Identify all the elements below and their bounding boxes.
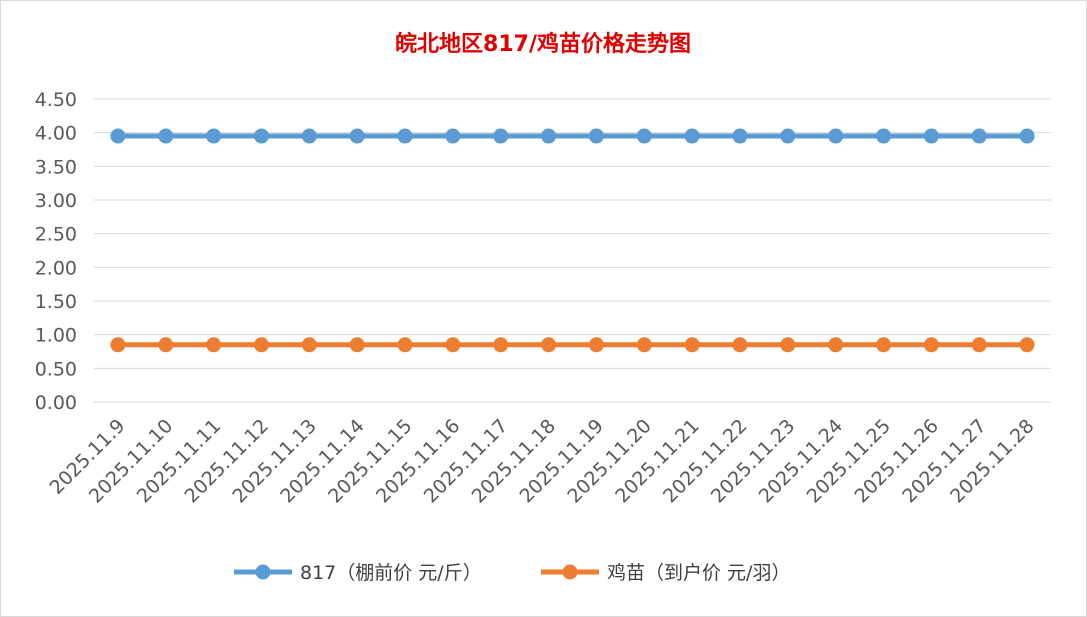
legend[interactable]: 817（棚前价 元/斤） 鸡苗（到户价 元/羽） bbox=[234, 562, 790, 584]
chart-title: 皖北地区817/鸡苗价格走势图 bbox=[395, 31, 691, 57]
legend-item-0[interactable]: 817（棚前价 元/斤） bbox=[234, 562, 482, 584]
y-tick-label: 0.50 bbox=[35, 358, 77, 380]
y-tick-label: 2.00 bbox=[35, 257, 77, 279]
gridlines bbox=[94, 98, 1051, 403]
data-point[interactable] bbox=[636, 128, 652, 144]
data-point[interactable] bbox=[971, 128, 987, 144]
y-tick-label: 1.00 bbox=[35, 325, 77, 347]
data-point[interactable] bbox=[301, 128, 317, 144]
y-tick-label: 3.50 bbox=[35, 156, 77, 178]
legend-item-1[interactable]: 鸡苗（到户价 元/羽） bbox=[541, 562, 790, 584]
data-point[interactable] bbox=[158, 128, 174, 144]
y-tick-label: 0.00 bbox=[35, 392, 77, 414]
data-point[interactable] bbox=[493, 337, 509, 353]
legend-label: 鸡苗（到户价 元/羽） bbox=[607, 562, 790, 584]
data-point[interactable] bbox=[828, 337, 844, 353]
data-point[interactable] bbox=[684, 128, 700, 144]
data-point[interactable] bbox=[923, 337, 939, 353]
data-point[interactable] bbox=[397, 337, 413, 353]
y-tick-label: 2.50 bbox=[35, 224, 77, 246]
y-tick-label: 4.50 bbox=[35, 89, 77, 111]
data-point[interactable] bbox=[588, 128, 604, 144]
y-tick-label: 1.50 bbox=[35, 291, 77, 313]
data-point[interactable] bbox=[445, 337, 461, 353]
data-point[interactable] bbox=[588, 337, 604, 353]
data-point[interactable] bbox=[541, 128, 557, 144]
y-tick-label: 4.00 bbox=[35, 123, 77, 145]
x-axis-ticks: 2025.11.92025.11.102025.11.112025.11.122… bbox=[46, 415, 1039, 507]
data-point[interactable] bbox=[158, 337, 174, 353]
data-point[interactable] bbox=[253, 128, 269, 144]
data-point[interactable] bbox=[493, 128, 509, 144]
data-point[interactable] bbox=[684, 337, 700, 353]
data-point[interactable] bbox=[732, 337, 748, 353]
series-group bbox=[110, 128, 1035, 353]
data-point[interactable] bbox=[206, 337, 222, 353]
data-point[interactable] bbox=[780, 337, 796, 353]
data-point[interactable] bbox=[349, 337, 365, 353]
data-point[interactable] bbox=[206, 128, 222, 144]
data-point[interactable] bbox=[397, 128, 413, 144]
data-point[interactable] bbox=[732, 128, 748, 144]
data-point[interactable] bbox=[1019, 337, 1035, 353]
data-point[interactable] bbox=[1019, 128, 1035, 144]
data-point[interactable] bbox=[301, 337, 317, 353]
data-point[interactable] bbox=[110, 337, 126, 353]
data-point[interactable] bbox=[349, 128, 365, 144]
data-point[interactable] bbox=[923, 128, 939, 144]
data-point[interactable] bbox=[110, 128, 126, 144]
data-point[interactable] bbox=[828, 128, 844, 144]
data-point[interactable] bbox=[876, 337, 892, 353]
legend-swatch-marker bbox=[562, 564, 578, 580]
data-point[interactable] bbox=[780, 128, 796, 144]
data-point[interactable] bbox=[445, 128, 461, 144]
y-tick-label: 3.00 bbox=[35, 190, 77, 212]
legend-label: 817（棚前价 元/斤） bbox=[300, 562, 482, 584]
data-point[interactable] bbox=[876, 128, 892, 144]
data-point[interactable] bbox=[541, 337, 557, 353]
data-point[interactable] bbox=[636, 337, 652, 353]
y-axis-ticks: 0.00 0.50 1.00 1.50 2.00 2.50 3.00 3.50 4.00 4.50 bbox=[35, 89, 77, 414]
legend-swatch-marker bbox=[255, 564, 271, 580]
data-point[interactable] bbox=[253, 337, 269, 353]
data-point[interactable] bbox=[971, 337, 987, 353]
